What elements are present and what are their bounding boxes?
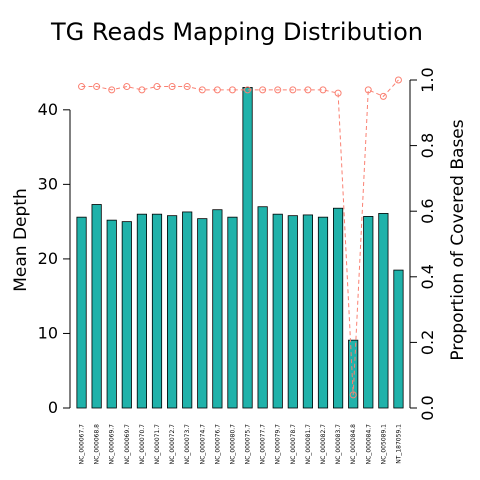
bar — [333, 207, 344, 409]
right-axis-tick-label: 0.8 — [418, 133, 437, 158]
right-axis-tick-label: 0.4 — [418, 264, 437, 289]
left-axis-tick-label: 30 — [38, 174, 58, 193]
coverage-point — [364, 86, 372, 94]
bar — [136, 213, 147, 409]
y-axis-title: Mean Depth — [11, 188, 31, 292]
x-tick-label: NC_000073.7 — [184, 424, 191, 464]
x-tick-label: NC_000083.7 — [335, 424, 342, 464]
bar — [227, 216, 238, 409]
bar — [348, 339, 359, 409]
coverage-point — [138, 86, 146, 94]
coverage-point — [274, 86, 282, 94]
bar — [272, 213, 283, 409]
bar — [76, 216, 87, 409]
left-axis-tick-label: 20 — [38, 249, 58, 268]
left-axis-tick-label: 0 — [48, 398, 58, 417]
bar — [363, 216, 374, 409]
coverage-point — [244, 86, 252, 94]
coverage-line — [81, 79, 399, 395]
left-y-axis: 0 10 20 30 40 — [38, 100, 71, 417]
right-axis-tick-label: 1.0 — [418, 67, 437, 92]
coverage-point — [198, 86, 206, 94]
x-tick-label: NC_000084.7 — [365, 424, 372, 464]
coverage-point — [93, 83, 101, 91]
coverage-point — [259, 86, 267, 94]
x-tick-label: NC_000072.7 — [169, 424, 176, 464]
bar — [106, 219, 117, 409]
x-tick-label: NC_000080.7 — [229, 424, 236, 464]
x-tick-label: NC_000076.7 — [214, 424, 221, 464]
x-tick-label: NC_000069.7 — [124, 424, 131, 464]
bar — [91, 204, 102, 409]
x-tick-label: NC_000071.7 — [154, 424, 161, 464]
bar — [378, 213, 389, 409]
x-tick-label: NC_000084.8 — [350, 424, 357, 464]
coverage-point — [213, 86, 221, 94]
right-y-axis: 0.0 0.2 0.4 0.6 0.8 1.0 — [409, 67, 437, 421]
x-tick-label: NC_000068.8 — [94, 424, 101, 464]
coverage-point — [349, 391, 357, 399]
coverage-point — [379, 92, 387, 100]
x-tick-label: NC_000067.7 — [79, 424, 86, 464]
left-axis-tick-label: 40 — [38, 100, 58, 119]
x-axis-labels: NC_000067.7 NC_000068.8 NC_000069.7 NC_0000… — [79, 424, 403, 464]
x-tick-label: NC_000077.7 — [260, 424, 267, 464]
coverage-point — [394, 76, 402, 84]
coverage-point — [183, 83, 191, 91]
right-y-axis-title: Proportion of Covered Bases — [448, 119, 468, 360]
bar — [317, 216, 329, 409]
bar — [197, 218, 208, 409]
x-tick-label: NC_000069.7 — [109, 424, 116, 464]
x-tick-label: NC_000082.7 — [320, 424, 327, 464]
bar — [302, 214, 313, 409]
bar — [257, 206, 268, 409]
bar — [121, 221, 132, 409]
bar-series — [76, 87, 404, 409]
coverage-point — [168, 83, 176, 91]
coverage-point — [334, 89, 342, 97]
x-tick-label: NC_000074.7 — [199, 424, 206, 464]
coverage-point — [319, 86, 327, 94]
bar — [167, 215, 178, 409]
left-axis-tick-label: 10 — [38, 323, 58, 342]
right-axis-tick-label: 0.2 — [418, 330, 437, 355]
bar — [212, 209, 223, 409]
coverage-line-series — [78, 76, 402, 399]
right-axis-tick-label: 0.6 — [418, 198, 437, 223]
coverage-point — [228, 86, 236, 94]
x-tick-label: NC_000079.7 — [275, 424, 282, 464]
right-axis-tick-label: 0.0 — [418, 395, 437, 420]
bar — [287, 215, 298, 409]
bar — [151, 213, 163, 409]
x-tick-label: NC_000078.7 — [290, 424, 297, 464]
coverage-point — [108, 86, 116, 94]
x-tick-label: NC_005089.1 — [380, 424, 387, 464]
bar — [393, 269, 404, 409]
coverage-point — [153, 83, 161, 91]
x-tick-label: NC_000081.7 — [305, 424, 312, 464]
chart-title: TG Reads Mapping Distribution — [50, 18, 423, 46]
x-tick-label: NT_187059.1 — [395, 424, 402, 464]
coverage-point — [123, 83, 131, 91]
x-tick-label: NC_000075.7 — [245, 424, 252, 464]
bar — [242, 87, 253, 409]
coverage-point — [304, 86, 312, 94]
coverage-point — [78, 83, 86, 91]
coverage-point — [289, 86, 297, 94]
bar — [182, 211, 193, 409]
x-tick-label: NC_000070.7 — [139, 424, 146, 464]
